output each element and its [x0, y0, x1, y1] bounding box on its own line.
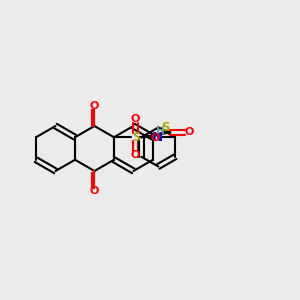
Text: O: O	[184, 128, 194, 137]
Text: O: O	[90, 100, 99, 111]
Text: N: N	[152, 131, 163, 144]
Text: H: H	[156, 126, 165, 136]
Text: O: O	[151, 133, 160, 143]
Text: O: O	[90, 186, 99, 197]
Text: S: S	[132, 131, 140, 144]
Text: O: O	[131, 150, 140, 160]
Text: S: S	[160, 121, 169, 134]
Text: O: O	[131, 114, 140, 124]
